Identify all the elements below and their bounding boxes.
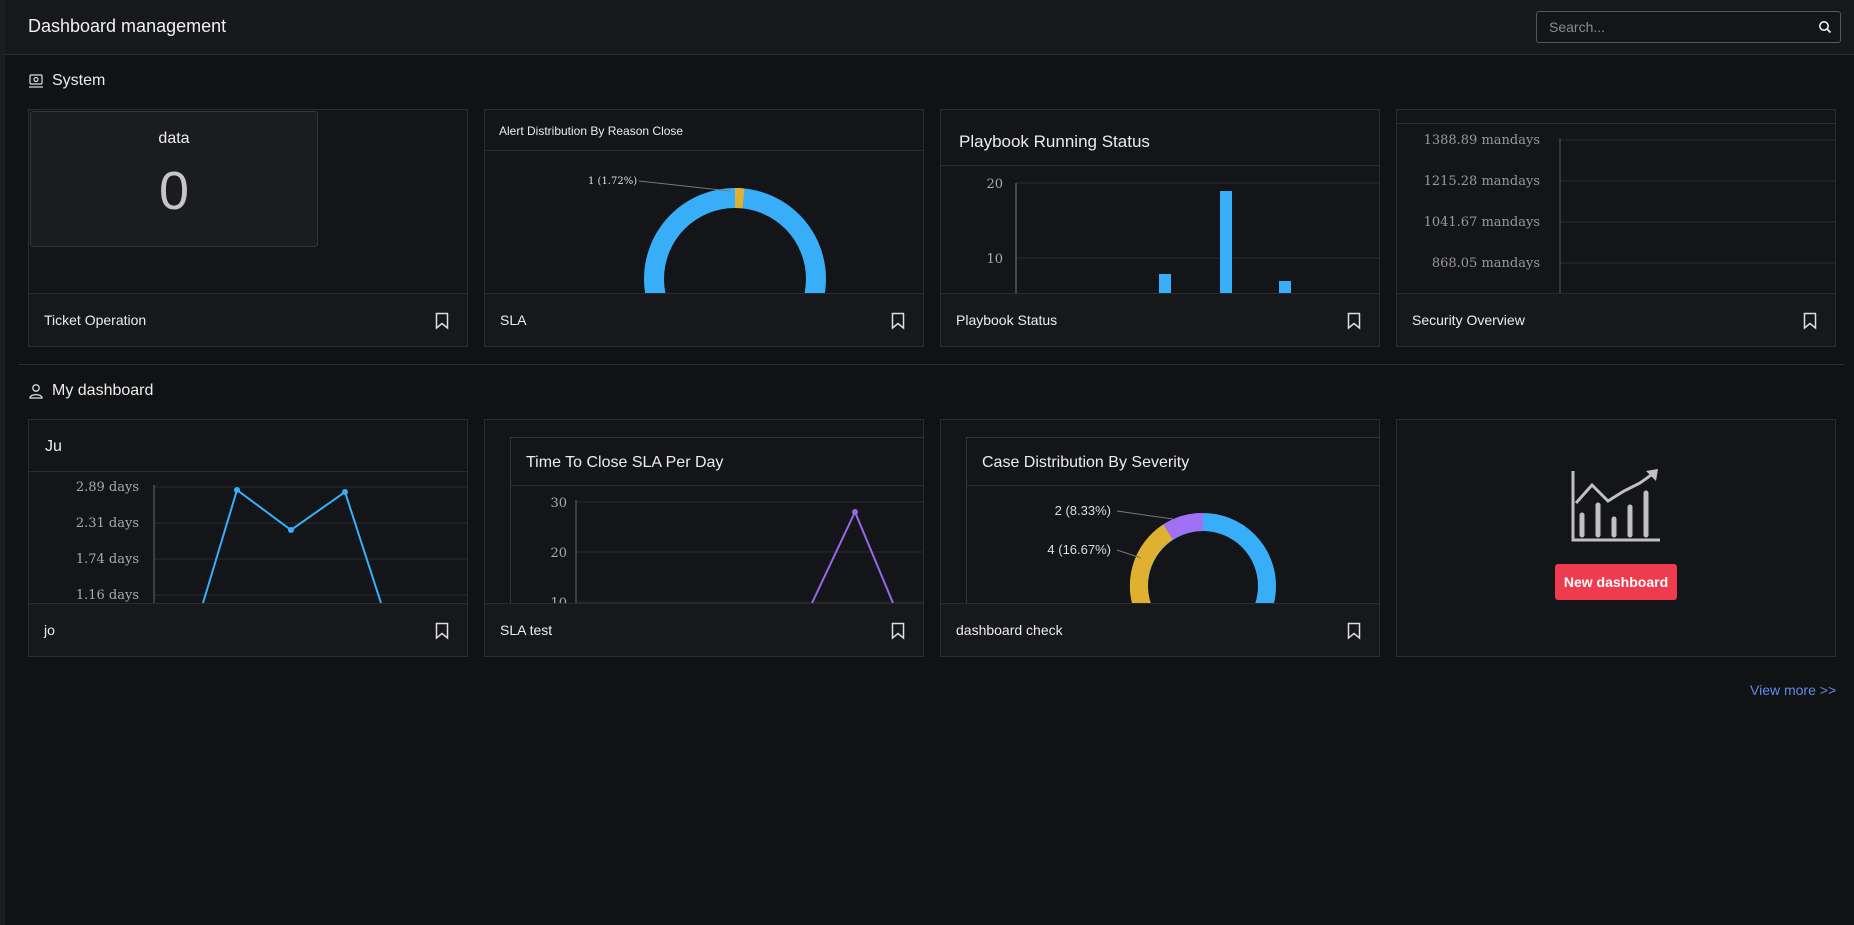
chart-growth-icon xyxy=(1571,469,1660,542)
label-leader-line xyxy=(638,180,731,192)
card-footer: dashboard check xyxy=(941,603,1379,656)
card-footer: SLA xyxy=(485,293,923,346)
search-box[interactable] xyxy=(1536,11,1841,43)
card-preview: Time To Close SLA Per Day 30 20 10 xyxy=(485,420,923,603)
user-icon xyxy=(29,384,43,399)
y-tick-label: 20 xyxy=(550,546,567,561)
slice-label: 1 (1.72%) xyxy=(588,176,637,187)
widget-title: Time To Close SLA Per Day xyxy=(526,454,724,471)
bar xyxy=(1220,191,1232,293)
search-input[interactable] xyxy=(1537,12,1807,42)
widget-title: Case Distribution By Severity xyxy=(982,454,1190,471)
stat-title: data xyxy=(158,130,190,147)
nested-widget: Time To Close SLA Per Day xyxy=(510,437,923,603)
donut-slice-medium xyxy=(1129,524,1174,603)
section-my-dashboard: My dashboard xyxy=(28,381,153,401)
stat-widget: data 0 xyxy=(30,111,318,247)
y-tick-label: 20 xyxy=(986,177,1003,192)
card-preview: Alert Distribution By Reason Close 1 (1.… xyxy=(485,110,923,293)
dashboard-card-security-overview[interactable]: 1388.89 mandays 1215.28 mandays 1041.67 … xyxy=(1396,109,1836,347)
widget-title: Ju xyxy=(45,438,62,455)
card-preview: Ju 2.89 days 2.31 days 1.74 days 1.16 da… xyxy=(29,420,467,603)
donut-chart: 2 (8.33%) 4 (16.67%) xyxy=(1047,503,1276,603)
widget-title: Alert Distribution By Reason Close xyxy=(499,124,684,138)
y-tick-label: 868.05 mandays xyxy=(1432,256,1540,271)
card-name[interactable]: dashboard check xyxy=(956,622,1063,638)
system-icon xyxy=(29,74,43,88)
dashboard-card-jo[interactable]: Ju 2.89 days 2.31 days 1.74 days 1.16 da… xyxy=(28,419,468,657)
data-point xyxy=(852,509,858,515)
section-divider xyxy=(18,364,1844,365)
dashboard-card-sla-test[interactable]: Time To Close SLA Per Day 30 20 10 SLA t… xyxy=(484,419,924,657)
widget-title: Playbook Running Status xyxy=(959,132,1150,151)
stat-value: 0 xyxy=(158,161,190,221)
data-point xyxy=(342,489,348,495)
top-bar: Dashboard management xyxy=(5,0,1854,55)
dashboard-card-playbook-status[interactable]: Playbook Running Status 20 10 Playbook S… xyxy=(940,109,1380,347)
y-tick-label: 1.74 days xyxy=(76,552,139,567)
dashboard-card-ticket-operation[interactable]: data 0 Ticket Operation xyxy=(28,109,468,347)
y-tick-label: 10 xyxy=(550,596,567,603)
card-name[interactable]: jo xyxy=(44,622,55,638)
section-system: System xyxy=(28,71,105,91)
bookmark-icon[interactable] xyxy=(1347,312,1361,330)
label-leader-line xyxy=(1116,549,1142,559)
series-line xyxy=(202,488,382,603)
section-my-dashboard-label: My dashboard xyxy=(52,382,154,399)
line-chart: 2.89 days 2.31 days 1.74 days 1.16 days xyxy=(76,480,467,603)
card-preview: Playbook Running Status 20 10 xyxy=(941,110,1379,293)
donut-slice-high xyxy=(1163,513,1204,540)
section-system-label: System xyxy=(52,72,106,89)
card-preview: data 0 xyxy=(29,110,467,293)
card-preview: Case Distribution By Severity 2 (8.33%) … xyxy=(941,420,1379,603)
slice-label: 2 (8.33%) xyxy=(1055,503,1111,518)
y-tick-label: 1388.89 mandays xyxy=(1424,133,1540,148)
card-footer: jo xyxy=(29,603,467,656)
page-title: Dashboard management xyxy=(28,16,227,36)
y-tick-label: 1.16 days xyxy=(76,588,139,603)
card-footer: SLA test xyxy=(485,603,923,656)
label-leader-line xyxy=(1116,510,1174,520)
bookmark-icon[interactable] xyxy=(1347,622,1361,640)
bookmark-icon[interactable] xyxy=(435,622,449,640)
new-dashboard-card[interactable]: New dashboard xyxy=(1396,419,1836,657)
left-edge xyxy=(0,0,5,925)
y-tick-label: 2.31 days xyxy=(76,516,139,531)
y-tick-label: 1041.67 mandays xyxy=(1424,215,1540,230)
y-tick-label: 2.89 days xyxy=(76,480,139,495)
bar xyxy=(1159,274,1171,293)
data-point xyxy=(234,487,240,493)
new-dashboard-button[interactable]: New dashboard xyxy=(1555,564,1677,600)
series-line xyxy=(811,509,894,603)
bookmark-icon[interactable] xyxy=(1803,312,1817,330)
line-chart: 1388.89 mandays 1215.28 mandays 1041.67 … xyxy=(1424,133,1835,293)
card-name[interactable]: SLA xyxy=(500,312,527,328)
bar-chart: 20 10 xyxy=(986,177,1379,293)
bar xyxy=(1279,281,1291,293)
card-name[interactable]: Playbook Status xyxy=(956,312,1058,328)
line-chart: 30 20 10 xyxy=(550,496,923,603)
data-point xyxy=(288,527,294,533)
dashboard-card-dashboard-check[interactable]: Case Distribution By Severity 2 (8.33%) … xyxy=(940,419,1380,657)
card-name[interactable]: Security Overview xyxy=(1412,312,1525,328)
card-name[interactable]: Ticket Operation xyxy=(44,312,147,328)
y-tick-label: 30 xyxy=(550,496,567,511)
slice-label: 4 (16.67%) xyxy=(1047,542,1111,557)
donut-slice-main xyxy=(644,188,826,293)
view-more-link[interactable]: View more >> xyxy=(1750,682,1837,698)
card-name[interactable]: SLA test xyxy=(500,622,553,638)
donut-chart: 1 (1.72%) xyxy=(588,176,826,293)
dashboard-card-sla[interactable]: Alert Distribution By Reason Close 1 (1.… xyxy=(484,109,924,347)
y-tick-label: 1215.28 mandays xyxy=(1424,174,1540,189)
bookmark-icon[interactable] xyxy=(435,312,449,330)
y-tick-label: 10 xyxy=(986,252,1003,267)
bookmark-icon[interactable] xyxy=(891,622,905,640)
card-footer: Security Overview xyxy=(1397,293,1835,346)
card-footer: Ticket Operation xyxy=(29,293,467,346)
search-icon[interactable] xyxy=(1818,20,1832,34)
bookmark-icon[interactable] xyxy=(891,312,905,330)
card-footer: Playbook Status xyxy=(941,293,1379,346)
card-preview: 1388.89 mandays 1215.28 mandays 1041.67 … xyxy=(1397,110,1835,293)
